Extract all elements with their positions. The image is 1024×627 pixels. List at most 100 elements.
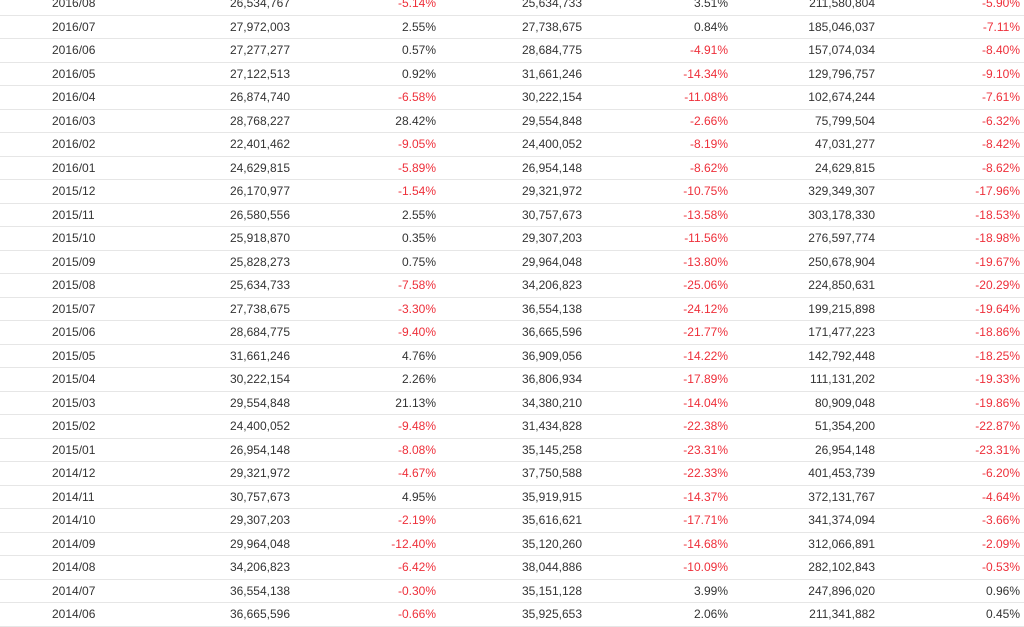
cumulative-change-cell: -2.09% — [981, 536, 1020, 551]
change-b-cell: -2.66% — [689, 113, 728, 128]
table-row: 2015/12 26,170,977 -1.54% 29,321,972 -10.75%… — [0, 180, 1024, 204]
cumulative-change-cell: -6.20% — [981, 466, 1020, 480]
cumulative-change-cell: -18.25% — [975, 348, 1020, 363]
value-a-cell: 26,534,767 — [229, 0, 290, 10]
table-row: 2014/07 36,554,138 -0.30% 35,151,128 3.99% 24… — [0, 580, 1024, 603]
period-cell: 2015/02 — [52, 419, 96, 433]
period-cell: 2016/01 — [52, 160, 96, 175]
cumulative-cell: 102,674,244 — [808, 90, 875, 104]
period-cell: 2014/12 — [52, 466, 96, 480]
cumulative-cell: 224,850,631 — [808, 278, 875, 292]
table-row: 2014/10 29,307,203 -2.19% 35,616,621 -17.71%… — [0, 509, 1024, 533]
value-b-cell: 35,925,653 — [521, 607, 582, 621]
table-row: 2014/06 36,665,596 -0.66% 35,925,653 2.06% 21… — [0, 603, 1024, 627]
value-b-cell: 24,400,052 — [521, 137, 582, 151]
period-cell: 2016/07 — [52, 19, 96, 34]
value-a-cell: 29,964,048 — [229, 536, 290, 551]
change-a-cell: -1.54% — [397, 184, 436, 198]
cumulative-change-cell: 0.45% — [985, 607, 1020, 621]
value-a-cell: 29,554,848 — [229, 395, 290, 410]
value-a-cell: 31,661,246 — [229, 348, 290, 363]
cumulative-change-cell: -9.10% — [981, 66, 1020, 81]
value-a-cell: 26,170,977 — [229, 184, 290, 198]
change-b-cell: -13.80% — [683, 254, 728, 269]
value-a-cell: 26,580,556 — [229, 207, 290, 222]
value-a-cell: 28,768,227 — [229, 113, 290, 128]
table-row: 2016/02 22,401,462 -9.05% 24,400,052 -8.19% 4… — [0, 133, 1024, 157]
cumulative-cell: 372,131,767 — [808, 489, 875, 504]
value-b-cell: 26,954,148 — [521, 160, 582, 175]
table-row: 2015/03 29,554,848 21.13% 34,380,210 -14.04%… — [0, 392, 1024, 415]
change-a-cell: 21.13% — [395, 395, 436, 410]
change-b-cell: -22.33% — [683, 466, 728, 480]
cumulative-cell: 185,046,037 — [808, 19, 875, 34]
cumulative-change-cell: -18.98% — [975, 231, 1020, 245]
cumulative-change-cell: -18.53% — [975, 207, 1020, 222]
change-b-cell: -17.71% — [683, 513, 728, 527]
value-b-cell: 35,120,260 — [521, 536, 582, 551]
value-b-cell: 31,661,246 — [521, 66, 582, 81]
cumulative-change-cell: -7.11% — [982, 19, 1020, 34]
period-cell: 2016/06 — [52, 43, 96, 57]
change-b-cell: -17.89% — [683, 372, 728, 386]
cumulative-change-cell: -5.90% — [981, 0, 1020, 10]
change-a-cell: 4.76% — [401, 348, 436, 363]
value-a-cell: 27,738,675 — [229, 301, 290, 316]
cumulative-cell: 247,896,020 — [808, 583, 875, 598]
period-cell: 2016/08 — [52, 0, 96, 10]
change-b-cell: -14.04% — [683, 395, 728, 410]
table-row: 2015/02 24,400,052 -9.48% 31,434,828 -22.38%… — [0, 415, 1024, 439]
value-a-cell: 24,400,052 — [229, 419, 290, 433]
table-row: 2014/12 29,321,972 -4.67% 37,750,588 -22.33%… — [0, 462, 1024, 486]
table-row: 2015/04 30,222,154 2.26% 36,806,934 -17.89% 1… — [0, 368, 1024, 392]
period-cell: 2016/02 — [52, 137, 96, 151]
change-a-cell: -3.30% — [397, 301, 436, 316]
period-cell: 2014/09 — [52, 536, 96, 551]
change-a-cell: -5.14% — [397, 0, 436, 10]
table-row: 2016/06 27,277,277 0.57% 28,684,775 -4.91% 15… — [0, 39, 1024, 63]
cumulative-change-cell: -8.42% — [981, 137, 1020, 151]
change-b-cell: -21.77% — [683, 325, 728, 339]
cumulative-change-cell: -19.64% — [975, 301, 1020, 316]
cumulative-cell: 26,954,148 — [814, 442, 875, 457]
period-cell: 2014/07 — [52, 583, 96, 598]
period-cell: 2014/08 — [52, 560, 96, 574]
change-b-cell: -25.06% — [683, 278, 728, 292]
period-cell: 2016/05 — [52, 66, 96, 81]
value-a-cell: 24,629,815 — [229, 160, 290, 175]
cumulative-cell: 211,341,882 — [809, 607, 875, 621]
cumulative-change-cell: -19.33% — [975, 372, 1020, 386]
change-a-cell: -2.19% — [397, 513, 436, 527]
cumulative-change-cell: -19.86% — [975, 395, 1020, 410]
value-a-cell: 36,554,138 — [229, 583, 290, 598]
change-a-cell: 28.42% — [395, 113, 436, 128]
change-b-cell: -14.34% — [683, 66, 728, 81]
value-b-cell: 30,757,673 — [521, 207, 582, 222]
period-cell: 2015/04 — [52, 372, 96, 386]
cumulative-change-cell: -3.66% — [981, 513, 1020, 527]
change-a-cell: -9.05% — [397, 137, 436, 151]
change-b-cell: -24.12% — [683, 301, 728, 316]
period-cell: 2015/11 — [52, 207, 95, 222]
cumulative-change-cell: -23.31% — [975, 442, 1020, 457]
table-row: 2016/03 28,768,227 28.42% 29,554,848 -2.66% 7… — [0, 110, 1024, 133]
period-cell: 2015/09 — [52, 254, 96, 269]
change-a-cell: 4.95% — [401, 489, 436, 504]
table-row: 2015/06 28,684,775 -9.40% 36,665,596 -21.77%… — [0, 321, 1024, 345]
value-a-cell: 27,972,003 — [229, 19, 290, 34]
change-a-cell: 0.75% — [401, 254, 436, 269]
change-b-cell: -14.22% — [683, 348, 728, 363]
change-b-cell: -11.56% — [684, 231, 728, 245]
value-a-cell: 30,757,673 — [229, 489, 290, 504]
value-b-cell: 29,307,203 — [521, 231, 582, 245]
cumulative-cell: 111,131,202 — [810, 372, 875, 386]
value-b-cell: 29,554,848 — [521, 113, 582, 128]
period-cell: 2015/06 — [52, 325, 96, 339]
value-b-cell: 31,434,828 — [521, 419, 582, 433]
cumulative-cell: 401,453,739 — [808, 466, 875, 480]
change-b-cell: -11.08% — [684, 90, 728, 104]
value-a-cell: 36,665,596 — [229, 607, 290, 621]
value-a-cell: 27,122,513 — [229, 66, 290, 81]
value-b-cell: 29,964,048 — [521, 254, 582, 269]
value-a-cell: 26,954,148 — [229, 442, 290, 457]
